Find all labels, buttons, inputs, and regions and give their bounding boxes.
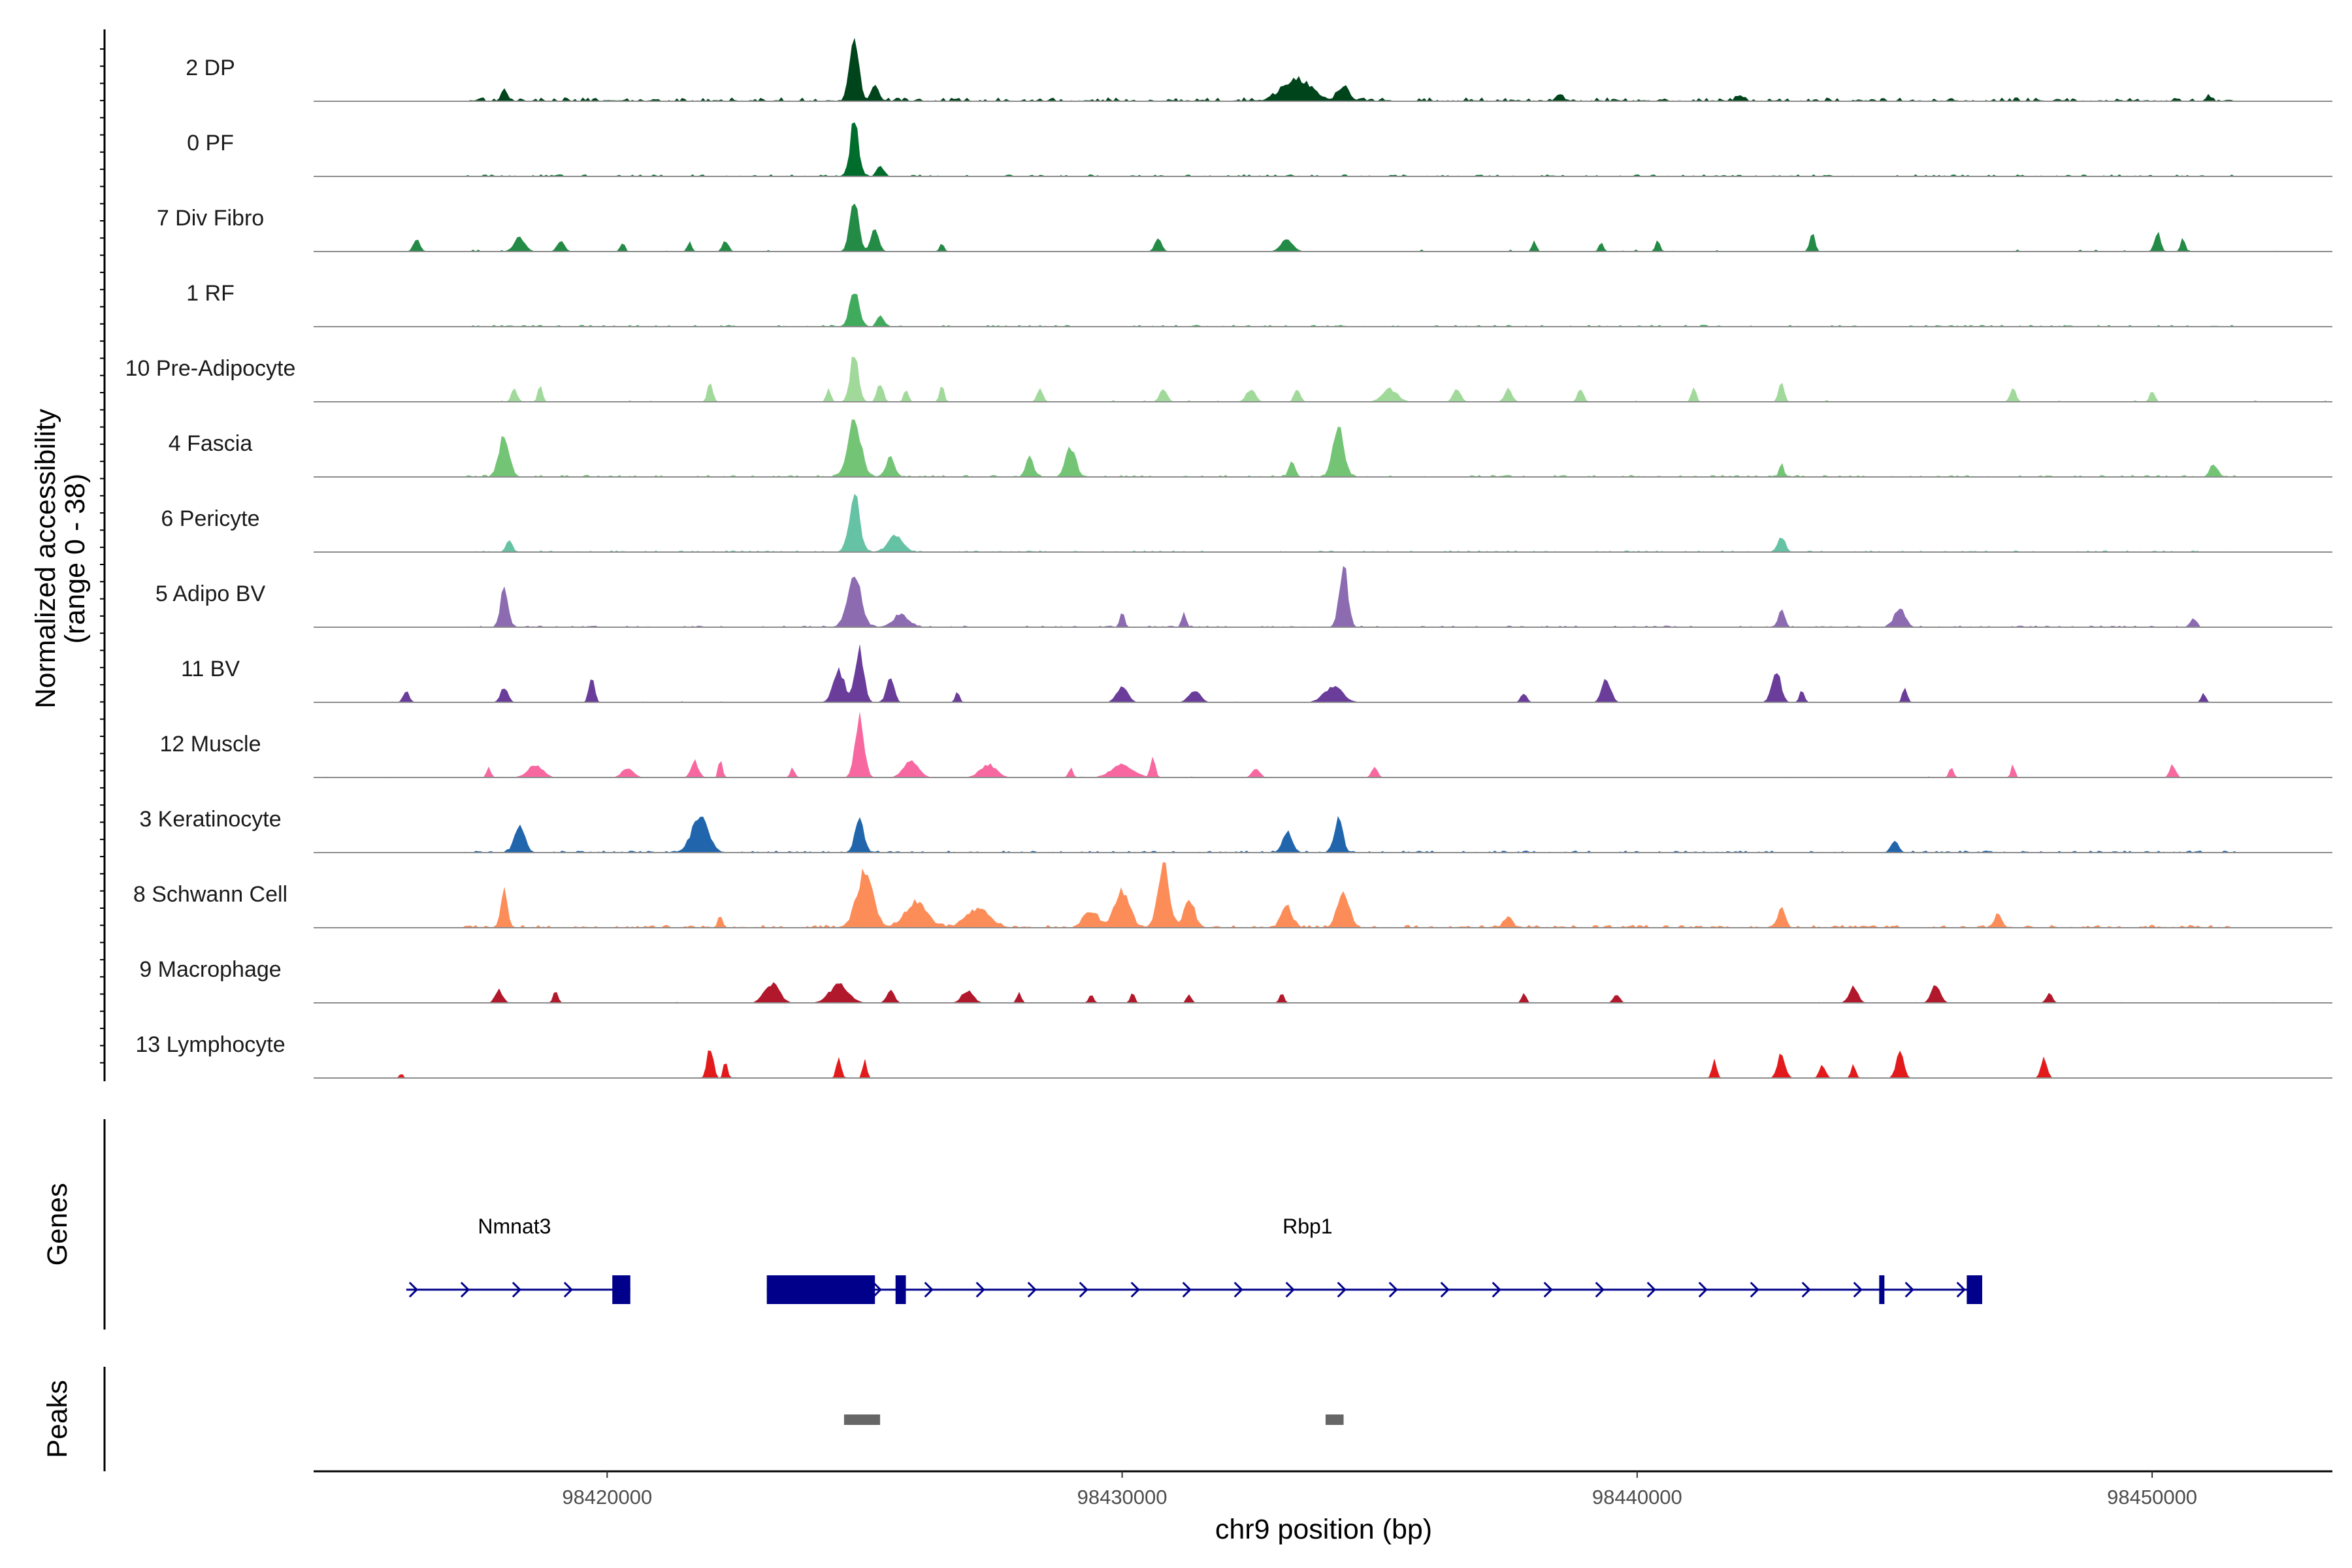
track-7-div-fibro: 7 Div Fibro: [157, 203, 2332, 252]
gene-rbp1: Rbp1: [766, 1215, 1982, 1304]
track-label: 4 Fascia: [169, 431, 253, 456]
x-tick-label: 98450000: [2107, 1486, 2197, 1509]
strand-arrow: [1646, 1281, 1656, 1298]
strand-arrow: [1750, 1281, 1759, 1298]
track-label: 3 Keratinocyte: [139, 807, 281, 832]
track-label: 1 RF: [186, 281, 235, 306]
track-0-pf: 0 PF: [187, 122, 2332, 177]
track-4-fascia: 4 Fascia: [169, 419, 2332, 478]
strand-arrow: [1233, 1281, 1243, 1298]
strand-arrow: [1440, 1281, 1450, 1298]
exon: [1967, 1275, 1982, 1304]
gene-label: Rbp1: [1282, 1215, 1333, 1238]
y-axis-subtitle: (range 0 - 38): [59, 474, 91, 644]
track-6-pericyte: 6 Pericyte: [161, 493, 2332, 553]
strand-arrow: [1492, 1281, 1501, 1298]
track-13-lymphocyte: 13 Lymphocyte: [135, 1032, 2332, 1079]
track-label: 7 Div Fibro: [157, 206, 264, 231]
coverage-tracks: 2 DP 0 PF 7 Div Fibro 1 RF 10 Pre-Adipocyte 4…: [125, 37, 2332, 1079]
track-label: 9 Macrophage: [139, 957, 281, 982]
x-tick-label: 98430000: [1077, 1486, 1168, 1509]
strand-arrow: [1853, 1281, 1863, 1298]
strand-arrow: [460, 1281, 470, 1298]
track-10-pre-adipocyte: 10 Pre-Adipocyte: [125, 356, 2332, 402]
peak-region: [1325, 1414, 1344, 1425]
exon: [895, 1275, 906, 1304]
track-5-adipo-bv: 5 Adipo BV: [155, 566, 2332, 628]
x-axis-title: chr9 position (bp): [1215, 1514, 1432, 1545]
strand-arrow: [1130, 1281, 1140, 1298]
strand-arrow: [1801, 1281, 1811, 1298]
track-label: 6 Pericyte: [161, 506, 259, 531]
strand-arrow: [1337, 1281, 1347, 1298]
strand-arrow: [975, 1281, 985, 1298]
strand-arrow: [1388, 1281, 1398, 1298]
track-label: 13 Lymphocyte: [135, 1032, 285, 1057]
strand-arrow: [1079, 1281, 1088, 1298]
exon: [1879, 1275, 1885, 1304]
track-label: 0 PF: [187, 131, 234, 155]
track-2-dp: 2 DP: [186, 37, 2332, 102]
strand-arrow: [1543, 1281, 1553, 1298]
strand-arrow: [1595, 1281, 1605, 1298]
gene-nmnat3: Nmnat3: [406, 1215, 630, 1304]
track-label: 10 Pre-Adipocyte: [125, 356, 296, 381]
peak-regions: [843, 1414, 1344, 1425]
strand-arrow: [1182, 1281, 1192, 1298]
strand-arrow: [408, 1281, 419, 1298]
track-label: 8 Schwann Cell: [133, 882, 287, 907]
y-axis-title: Normalized accessibility: [30, 408, 61, 708]
gene-annotations: Nmnat3 Rbp1: [406, 1215, 1982, 1304]
track-12-muscle: 12 Muscle: [160, 712, 2332, 778]
exon: [766, 1275, 875, 1304]
gene-label: Nmnat3: [478, 1215, 551, 1238]
strand-arrow: [1956, 1281, 1966, 1298]
track-1-rf: 1 RF: [186, 281, 2332, 327]
track-11-bv: 11 BV: [181, 645, 2332, 703]
track-9-macrophage: 9 Macrophage: [139, 957, 2332, 1004]
track-3-keratinocyte: 3 Keratinocyte: [139, 807, 2332, 853]
track-label: 5 Adipo BV: [155, 581, 266, 606]
y-axis-ticks: [100, 48, 105, 1064]
track-label: 2 DP: [186, 56, 235, 80]
genes-panel-title: Genes: [42, 1183, 73, 1266]
x-axis-ticks: 98420000 98430000 98440000 98450000: [562, 1471, 2197, 1509]
x-tick-label: 98420000: [562, 1486, 652, 1509]
x-tick-label: 98440000: [1592, 1486, 1682, 1509]
peaks-panel-title: Peaks: [42, 1380, 73, 1458]
coverage-area: [314, 37, 2326, 102]
strand-arrow: [512, 1281, 522, 1298]
track-label: 11 BV: [181, 657, 240, 681]
strand-arrow: [1904, 1281, 1914, 1298]
strand-arrow: [1285, 1281, 1295, 1298]
track-label: 12 Muscle: [160, 732, 261, 757]
strand-arrow: [872, 1281, 882, 1298]
exon: [612, 1275, 630, 1304]
strand-arrow: [1027, 1281, 1037, 1298]
strand-arrow: [924, 1281, 934, 1298]
track-8-schwann-cell: 8 Schwann Cell: [133, 862, 2332, 928]
peak-region: [843, 1414, 881, 1425]
strand-arrow: [563, 1281, 574, 1298]
strand-arrow: [1698, 1281, 1708, 1298]
